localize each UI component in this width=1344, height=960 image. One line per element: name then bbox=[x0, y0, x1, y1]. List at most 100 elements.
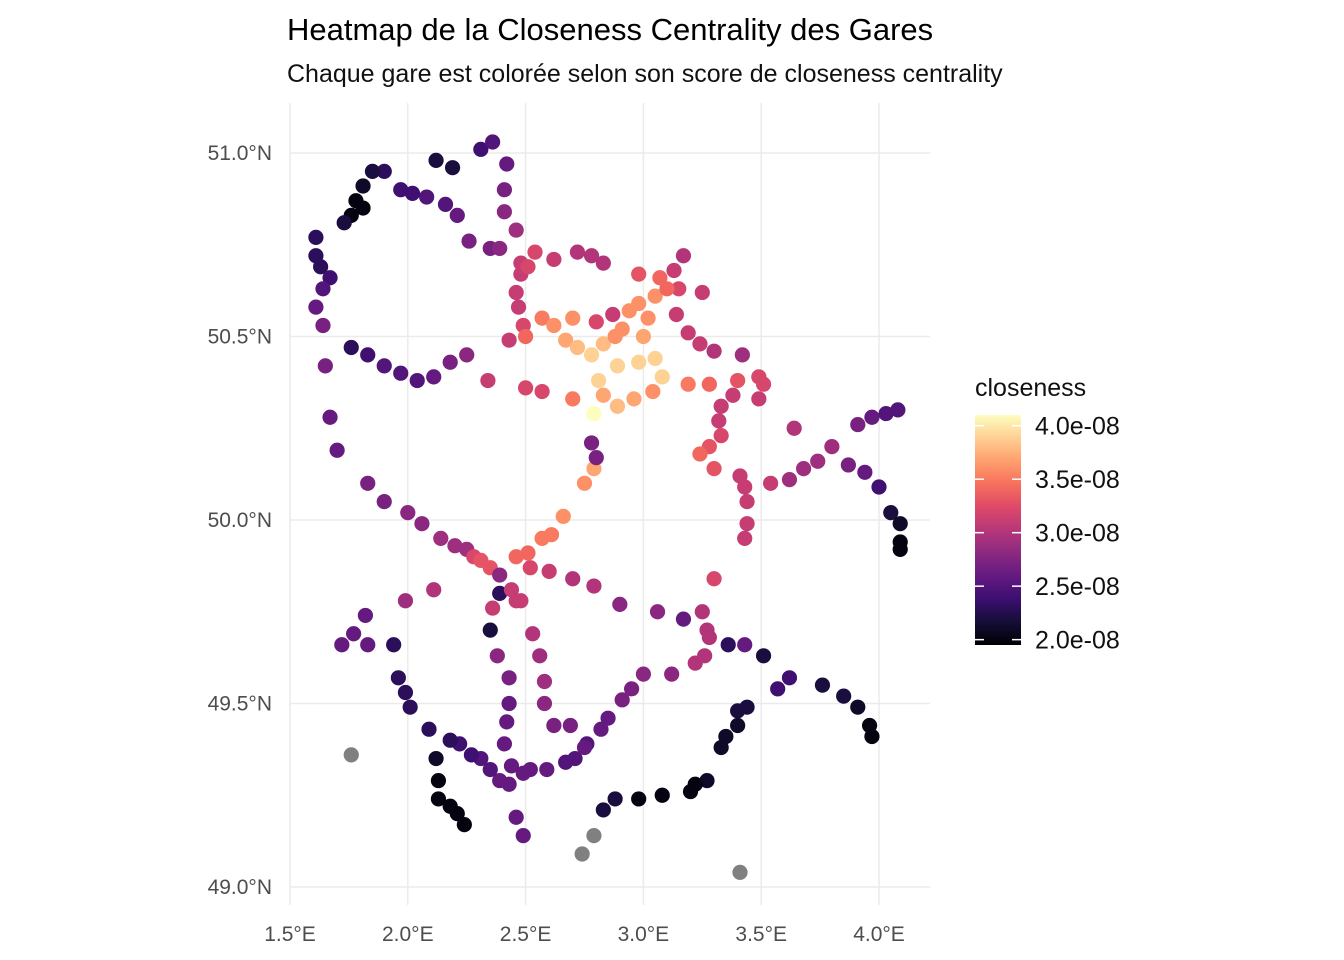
station-point bbox=[713, 739, 729, 756]
station-point bbox=[586, 405, 602, 422]
station-point bbox=[473, 141, 489, 157]
station-point bbox=[546, 251, 562, 268]
station-point bbox=[671, 281, 687, 297]
station-point bbox=[850, 416, 866, 433]
station-point bbox=[864, 728, 880, 745]
station-point bbox=[419, 189, 435, 205]
station-point bbox=[706, 343, 722, 359]
y-tick-label: 49.0°N bbox=[208, 876, 272, 899]
station-point bbox=[810, 453, 826, 469]
station-point bbox=[713, 427, 729, 444]
station-point bbox=[781, 472, 798, 488]
station-point bbox=[739, 516, 755, 532]
station-point bbox=[409, 372, 425, 389]
station-point bbox=[499, 714, 515, 730]
station-point bbox=[565, 571, 581, 587]
station-point bbox=[878, 405, 894, 422]
station-point bbox=[864, 409, 880, 425]
station-point bbox=[668, 306, 684, 323]
station-point bbox=[317, 358, 333, 374]
station-point bbox=[713, 398, 729, 414]
station-point bbox=[737, 479, 753, 495]
station-point bbox=[536, 695, 553, 712]
y-tick-label: 50.0°N bbox=[208, 509, 272, 532]
station-point bbox=[364, 163, 381, 179]
x-axis: 1.5°E 2.0°E 2.5°E 3.0°E 3.5°E 4.0°E bbox=[264, 923, 905, 946]
station-point bbox=[543, 527, 560, 543]
station-point bbox=[652, 270, 668, 286]
station-point bbox=[508, 809, 524, 825]
station-point bbox=[397, 593, 414, 609]
grid-lines bbox=[289, 103, 930, 905]
station-point bbox=[546, 317, 562, 334]
station-point bbox=[732, 864, 748, 880]
station-point bbox=[595, 255, 611, 271]
station-point bbox=[386, 637, 402, 653]
station-point bbox=[496, 204, 512, 220]
station-point bbox=[612, 596, 628, 613]
station-point bbox=[565, 310, 581, 326]
station-point bbox=[397, 684, 414, 701]
station-point bbox=[576, 475, 593, 491]
station-point bbox=[426, 369, 442, 385]
station-point bbox=[343, 339, 359, 356]
station-point bbox=[522, 761, 538, 778]
station-point bbox=[824, 439, 840, 455]
station-point bbox=[357, 607, 373, 624]
station-point bbox=[871, 479, 887, 495]
legend-label: 2.0e-08 bbox=[1035, 627, 1120, 655]
station-point bbox=[313, 259, 329, 275]
station-point bbox=[730, 703, 746, 719]
station-point bbox=[308, 299, 324, 315]
station-point bbox=[555, 508, 571, 524]
station-point bbox=[697, 648, 713, 664]
station-point bbox=[840, 457, 856, 473]
station-point bbox=[680, 325, 696, 341]
station-point bbox=[574, 846, 590, 862]
station-point bbox=[492, 567, 508, 583]
station-point bbox=[586, 578, 602, 594]
x-tick-label: 4.0°E bbox=[853, 923, 905, 946]
station-point bbox=[536, 673, 553, 690]
station-point bbox=[442, 354, 458, 370]
station-point bbox=[591, 372, 607, 389]
station-point bbox=[562, 717, 578, 734]
station-point bbox=[539, 761, 555, 778]
station-point bbox=[360, 637, 376, 653]
station-point bbox=[437, 196, 454, 212]
station-point bbox=[426, 582, 442, 598]
station-point bbox=[430, 791, 447, 807]
y-axis: 49.0°N 49.5°N 50.0°N 50.5°N 51.0°N bbox=[208, 142, 272, 899]
station-point bbox=[659, 281, 675, 297]
station-point bbox=[376, 163, 392, 179]
station-point bbox=[322, 270, 338, 286]
station-point bbox=[607, 791, 623, 807]
station-point bbox=[421, 721, 437, 737]
station-point bbox=[680, 376, 696, 392]
station-point bbox=[376, 358, 392, 374]
station-point bbox=[496, 182, 512, 198]
station-point bbox=[334, 637, 350, 653]
station-point bbox=[583, 248, 600, 264]
station-point bbox=[518, 380, 534, 396]
station-point bbox=[569, 339, 586, 356]
station-point bbox=[456, 817, 472, 833]
legend-label: 3.0e-08 bbox=[1035, 520, 1120, 548]
station-point bbox=[518, 328, 534, 345]
station-point bbox=[701, 629, 717, 646]
legend-label: 4.0e-08 bbox=[1035, 413, 1120, 441]
station-point bbox=[485, 600, 501, 616]
station-point bbox=[609, 358, 626, 374]
station-point bbox=[850, 699, 866, 715]
station-point bbox=[814, 677, 831, 693]
station-point bbox=[694, 284, 710, 301]
station-point bbox=[433, 530, 449, 546]
station-point bbox=[626, 391, 642, 407]
station-point bbox=[400, 505, 416, 521]
station-point bbox=[614, 321, 630, 337]
station-point bbox=[751, 391, 767, 407]
station-point bbox=[730, 717, 746, 734]
station-point bbox=[482, 761, 498, 778]
station-point bbox=[541, 563, 557, 579]
station-point bbox=[508, 284, 524, 301]
